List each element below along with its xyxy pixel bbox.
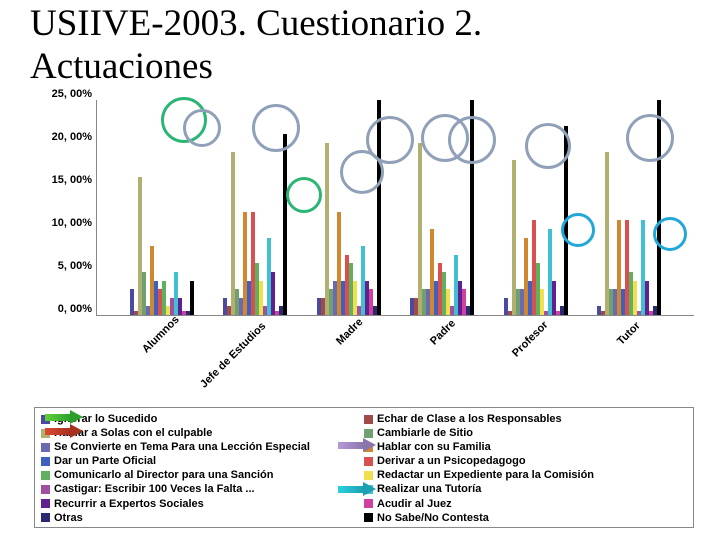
legend-item: Redactar un Expediente para la Comisión — [364, 469, 687, 481]
legend-label: Echar de Clase a los Responsables — [377, 413, 562, 425]
x-axis-label: Jefe de Estudios — [198, 320, 268, 390]
legend-swatch — [41, 513, 50, 522]
legend-swatch — [364, 457, 373, 466]
bar — [190, 281, 194, 315]
y-axis-label: 20, 00% — [37, 131, 92, 143]
bar-group — [597, 100, 661, 315]
bar-group — [223, 134, 287, 315]
legend-swatch — [41, 485, 50, 494]
legend-swatch — [364, 471, 373, 480]
bar — [283, 134, 287, 315]
legend-item: Realizar una Tutoría — [364, 483, 687, 495]
legend-item: Derivar a un Psicopedagogo — [364, 455, 687, 467]
bar-chart: 0, 00%5, 00%10, 00%15, 00%20, 00%25, 00%… — [34, 100, 694, 400]
legend-swatch — [41, 457, 50, 466]
x-axis-label: Tutor — [615, 320, 643, 348]
x-axis-label: Profesor — [510, 319, 550, 359]
x-axis-label: Alumnos — [140, 314, 182, 356]
legend-item: Cambiarle de Sitio — [364, 427, 687, 439]
chart-legend: Ignorar lo Sucedido Hablar a Solas con el… — [34, 407, 694, 528]
legend-item: No Sabe/No Contesta — [364, 512, 687, 524]
legend-swatch — [41, 499, 50, 508]
legend-label: Redactar un Expediente para la Comisión — [377, 469, 594, 481]
legend-swatch — [364, 513, 373, 522]
legend-item: Se Convierte en Tema Para una Lección Es… — [41, 441, 364, 453]
legend-item: Ignorar lo Sucedido — [41, 413, 364, 425]
legend-item: Hablar a Solas con el culpable — [41, 427, 364, 439]
legend-label: Comunicarlo al Director para una Sanción — [54, 469, 273, 481]
legend-label: Derivar a un Psicopedagogo — [377, 455, 526, 467]
legend-label: Dar un Parte Oficial — [54, 455, 156, 467]
x-axis-label: Madre — [334, 317, 365, 348]
legend-item: Castigar: Escribir 100 Veces la Falta ..… — [41, 483, 364, 495]
legend-label: Castigar: Escribir 100 Veces la Falta ..… — [54, 483, 255, 495]
bar-group — [504, 126, 568, 315]
legend-swatch — [41, 443, 50, 452]
page-title: USIIVE-2003. Cuestionario 2. Actuaciones — [30, 3, 482, 88]
legend-swatch — [41, 471, 50, 480]
legend-item: Echar de Clase a los Responsables — [364, 413, 687, 425]
bar-group — [317, 100, 381, 315]
legend-swatch — [364, 415, 373, 424]
legend-swatch — [364, 499, 373, 508]
legend-label: No Sabe/No Contesta — [377, 512, 489, 524]
y-axis-label: 10, 00% — [37, 217, 92, 229]
bar — [657, 100, 661, 315]
y-axis-label: 15, 00% — [37, 174, 92, 186]
bar-group — [410, 100, 474, 315]
legend-label: Acudir al Juez — [377, 498, 452, 510]
y-axis-label: 25, 00% — [37, 88, 92, 100]
legend-label: Se Convierte en Tema Para una Lección Es… — [54, 441, 310, 453]
bar — [564, 126, 568, 315]
legend-item: Acudir al Juez — [364, 498, 687, 510]
legend-label: Hablar con su Familia — [377, 441, 491, 453]
bar-group — [130, 177, 194, 315]
title-line2: Actuaciones — [30, 46, 213, 87]
legend-swatch — [364, 429, 373, 438]
legend-item: Otras — [41, 512, 364, 524]
legend-item: Hablar con su Familia — [364, 441, 687, 453]
legend-label: Otras — [54, 512, 83, 524]
y-axis-label: 0, 00% — [37, 303, 92, 315]
legend-label: Cambiarle de Sitio — [377, 427, 473, 439]
bar — [271, 272, 275, 315]
legend-item: Dar un Parte Oficial — [41, 455, 364, 467]
x-axis-label: Padre — [428, 318, 458, 348]
y-axis-label: 5, 00% — [37, 260, 92, 272]
legend-item: Comunicarlo al Director para una Sanción — [41, 469, 364, 481]
bar — [470, 100, 474, 315]
legend-item: Recurrir a Expertos Sociales — [41, 498, 364, 510]
legend-label: Realizar una Tutoría — [377, 483, 481, 495]
chart-plot: 0, 00%5, 00%10, 00%15, 00%20, 00%25, 00%… — [96, 100, 694, 316]
bar — [377, 100, 381, 315]
legend-label: Recurrir a Expertos Sociales — [54, 498, 204, 510]
title-line1: USIIVE-2003. Cuestionario 2. — [30, 3, 482, 44]
